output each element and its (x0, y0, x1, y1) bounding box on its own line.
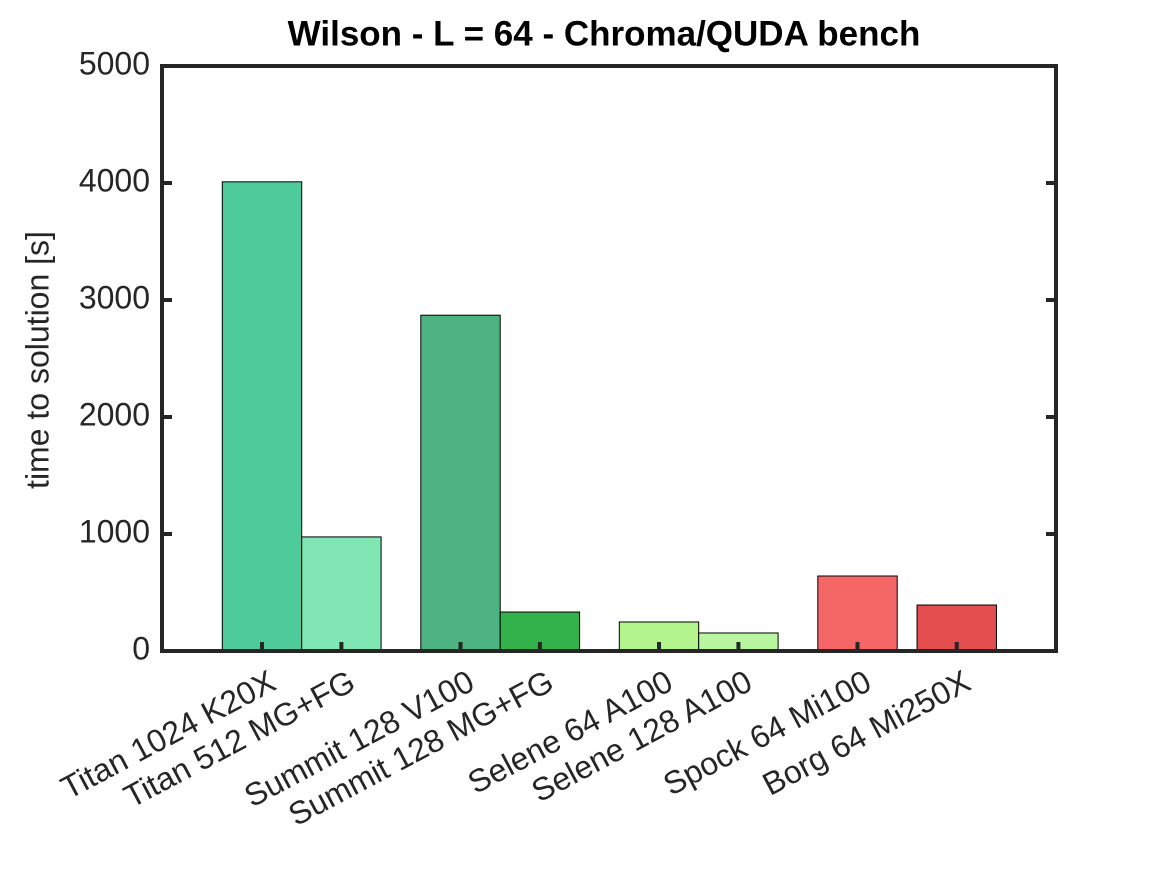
plot-frame (160, 64, 1058, 653)
y-tick-label: 3000 (79, 279, 150, 315)
chart-title: Wilson - L = 64 - Chroma/QUDA bench (288, 14, 921, 53)
bar (817, 575, 898, 652)
y-tick-label: 5000 (79, 45, 150, 81)
bar (301, 536, 382, 652)
y-tick-label: 4000 (79, 162, 150, 198)
bar (420, 314, 501, 652)
y-tick-label: 1000 (79, 513, 150, 549)
y-tick-label: 0 (132, 630, 150, 666)
bar (221, 181, 303, 652)
y-tick-label: 2000 (79, 396, 150, 432)
y-axis-label: time to solution [s] (19, 231, 55, 489)
